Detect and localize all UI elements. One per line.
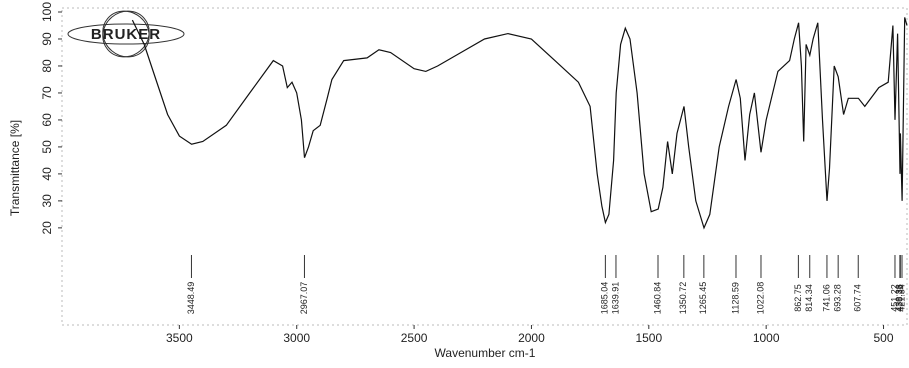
plot-frame — [61, 7, 908, 326]
logo-orbit — [102, 10, 150, 58]
peak-label: 693.28 — [833, 284, 843, 312]
peak-label: 607.74 — [853, 284, 863, 312]
peak-label: 814.34 — [804, 284, 814, 312]
logo-text: BRUKER — [91, 26, 161, 43]
y-axis-label: Transmittance [%] — [8, 120, 22, 216]
peak-label: 1022.08 — [755, 282, 765, 315]
peak-label: 3448.49 — [186, 282, 196, 315]
x-tick-label: 3500 — [166, 331, 193, 345]
x-tick-label: 2500 — [401, 331, 428, 345]
peak-label: 1685.04 — [600, 282, 610, 315]
peak-label: 428.28 — [895, 284, 905, 312]
y-tick-label: 70 — [40, 86, 54, 100]
peak-label: 1265.45 — [698, 282, 708, 315]
y-tick-label: 40 — [40, 167, 54, 181]
x-tick-label: 1500 — [635, 331, 662, 345]
y-tick-label: 20 — [40, 221, 54, 235]
y-tick-label: 30 — [40, 194, 54, 208]
x-tick-label: 3000 — [283, 331, 310, 345]
y-tick-label: 60 — [40, 113, 54, 127]
y-tick-label: 80 — [40, 59, 54, 73]
peak-label: 741.06 — [821, 284, 831, 312]
peak-label: 1639.91 — [610, 282, 620, 315]
peak-label: 451.22 — [889, 284, 899, 312]
logo-orbit — [67, 23, 185, 45]
y-tick-label: 50 — [40, 140, 54, 154]
x-tick-label: 2000 — [518, 331, 545, 345]
y-tick-label: 100 — [40, 2, 54, 22]
peak-label: 421.34 — [896, 284, 906, 312]
x-axis-label: Wavenumber cm-1 — [435, 346, 536, 360]
peak-label: 1350.72 — [678, 282, 688, 315]
x-tick-label: 1000 — [753, 331, 780, 345]
peak-label: 2967.07 — [299, 282, 309, 315]
x-tick-label: 500 — [874, 331, 894, 345]
logo-orbit — [102, 10, 150, 58]
spectrum-line — [131, 17, 908, 230]
peak-label: 430.36 — [894, 284, 904, 312]
y-tick-label: 90 — [40, 32, 54, 46]
peak-label: 1460.84 — [652, 282, 662, 315]
logo: BRUKER — [67, 10, 185, 58]
peak-label: 862.75 — [793, 284, 803, 312]
peak-label: 1128.59 — [730, 282, 740, 314]
